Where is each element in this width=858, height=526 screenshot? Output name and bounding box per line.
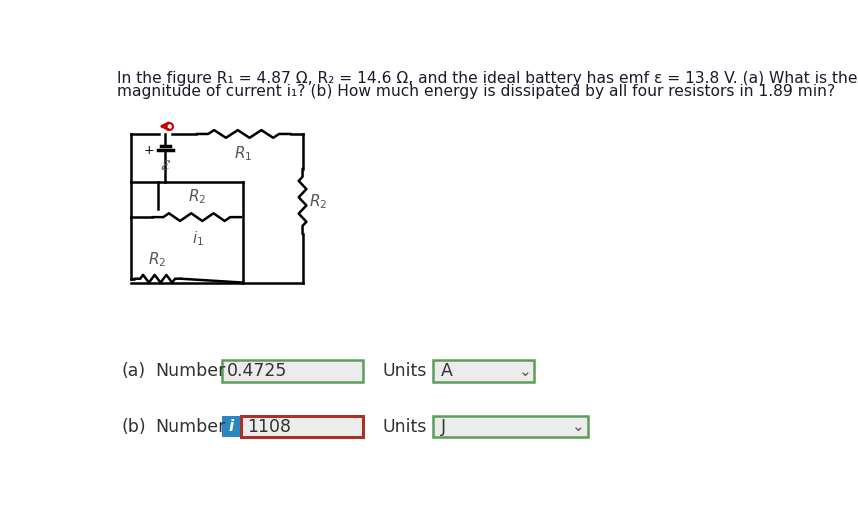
Text: J: J (440, 418, 445, 436)
Text: 0.4725: 0.4725 (227, 362, 287, 380)
Text: +: + (144, 144, 154, 157)
Text: $\mathcal{E}$: $\mathcal{E}$ (160, 158, 171, 173)
Text: magnitude of current i₁? (b) How much energy is dissipated by all four resistors: magnitude of current i₁? (b) How much en… (117, 84, 835, 99)
Text: ⌄: ⌄ (572, 419, 585, 434)
Text: A: A (440, 362, 452, 380)
Text: i: i (228, 419, 234, 434)
FancyBboxPatch shape (222, 416, 240, 437)
Text: ⌄: ⌄ (519, 363, 532, 379)
Text: $R_2$: $R_2$ (148, 251, 166, 269)
Text: $R_2$: $R_2$ (189, 188, 207, 206)
Text: In the figure R₁ = 4.87 Ω, R₂ = 14.6 Ω, and the ideal battery has emf ε = 13.8 V: In the figure R₁ = 4.87 Ω, R₂ = 14.6 Ω, … (117, 71, 857, 86)
Text: $R_1$: $R_1$ (234, 145, 253, 164)
Text: Units: Units (383, 362, 426, 380)
Text: $R_2$: $R_2$ (309, 192, 327, 211)
FancyBboxPatch shape (222, 360, 363, 382)
FancyBboxPatch shape (240, 416, 363, 437)
FancyBboxPatch shape (432, 360, 534, 382)
Text: Units: Units (383, 418, 426, 436)
Text: Number: Number (155, 418, 226, 436)
Text: (b): (b) (121, 418, 146, 436)
Text: 1108: 1108 (247, 418, 291, 436)
FancyBboxPatch shape (432, 416, 588, 437)
Text: (a): (a) (121, 362, 145, 380)
Text: Number: Number (155, 362, 226, 380)
Text: $i_1$: $i_1$ (191, 229, 203, 248)
